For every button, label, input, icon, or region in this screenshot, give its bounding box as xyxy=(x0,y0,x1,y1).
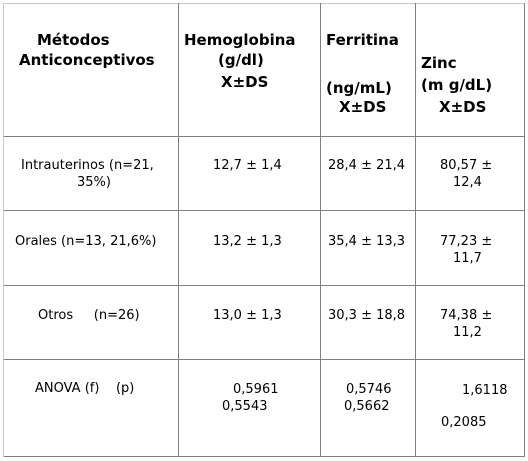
header-zinc-line3: X±DS xyxy=(439,98,487,116)
header-ferritina-line2: (ng/mL) xyxy=(326,79,392,97)
cell-ferritina-line2: 0,5662 xyxy=(344,399,390,414)
cell-zinc-line2: 0,2085 xyxy=(441,415,487,430)
column-divider xyxy=(320,3,321,457)
cell-ferritina: 30,3 ± 18,8 xyxy=(328,308,406,323)
row-label-anova: ANOVA (f) (p) xyxy=(35,381,135,396)
cell-ferritina: 35,4 ± 13,3 xyxy=(328,234,406,249)
cell-hemoglobina: 13,0 ± 1,3 xyxy=(213,308,282,323)
header-zinc-line2: (m g/dL) xyxy=(421,76,493,94)
cell-hemoglobina: 13,2 ± 1,3 xyxy=(213,234,282,249)
cell-zinc-line1: 77,23 ± xyxy=(440,234,493,249)
table-border-top xyxy=(3,3,525,4)
cell-zinc-line2: 11,2 xyxy=(453,325,482,340)
row-label-otros: Otros (n=26) xyxy=(38,308,140,323)
cell-zinc-line2: 12,4 xyxy=(453,175,482,190)
cell-zinc-line1: 74,38 ± xyxy=(440,308,493,323)
cell-ferritina-line1: 0,5746 xyxy=(346,382,392,397)
cell-zinc-line1: 80,57 ± xyxy=(440,158,493,173)
cell-hemoglobina: 12,7 ± 1,4 xyxy=(213,158,282,173)
cell-zinc-line1: 1,6118 xyxy=(462,383,508,398)
header-metodos-line2: Anticonceptivos xyxy=(19,51,155,69)
row-label-orales: Orales (n=13, 21,6%) xyxy=(15,234,157,249)
table-border-left xyxy=(3,3,4,457)
header-hemoglobina-line3: X±DS xyxy=(221,73,269,91)
column-divider xyxy=(415,3,416,457)
table-border-bottom xyxy=(3,456,525,457)
cell-zinc-line2: 11,7 xyxy=(453,251,482,266)
header-zinc-line1: Zinc xyxy=(421,54,457,72)
cell-hemoglobina-line2: 0,5543 xyxy=(222,399,268,414)
header-ferritina-line1: Ferritina xyxy=(326,31,399,49)
cell-hemoglobina-line1: 0,5961 xyxy=(233,382,279,397)
table-border-right xyxy=(524,3,525,457)
header-hemoglobina-line1: Hemoglobina xyxy=(184,31,296,49)
row-divider xyxy=(3,285,525,286)
header-hemoglobina-line2: (g/dl) xyxy=(218,51,264,69)
header-ferritina-line3: X±DS xyxy=(339,98,387,116)
header-metodos-line1: Métodos xyxy=(37,31,110,49)
row-label-intrauterinos-line2: 35%) xyxy=(77,175,111,190)
row-divider xyxy=(3,359,525,360)
cell-ferritina: 28,4 ± 21,4 xyxy=(328,158,406,173)
row-label-intrauterinos-line1: Intrauterinos (n=21, xyxy=(21,158,154,173)
row-divider xyxy=(3,136,525,137)
column-divider xyxy=(178,3,179,457)
row-divider xyxy=(3,210,525,211)
